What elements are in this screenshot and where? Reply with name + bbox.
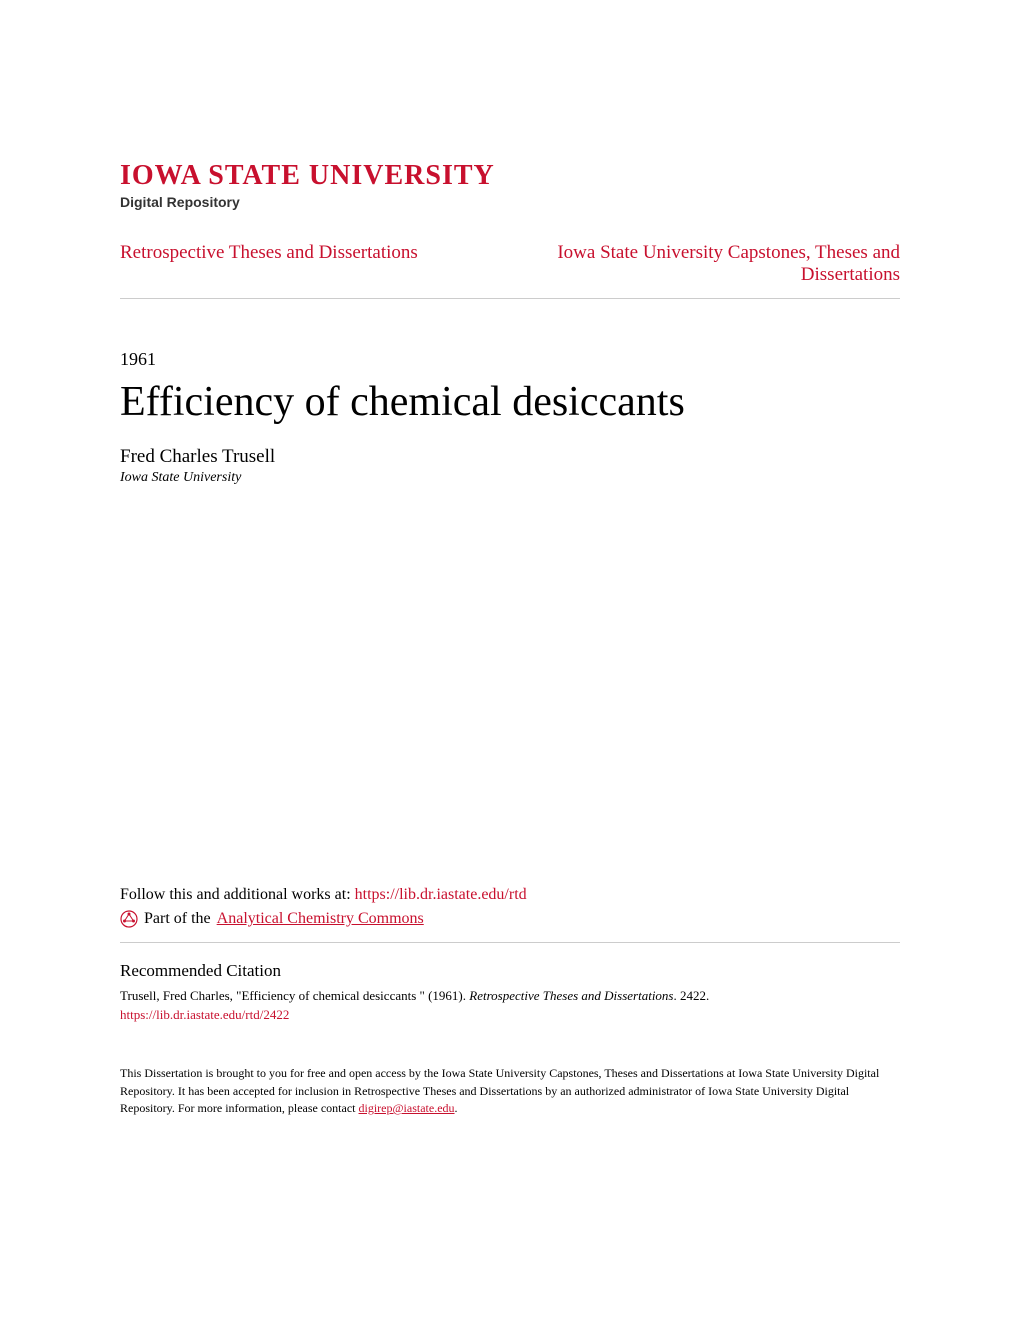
document-title: Efficiency of chemical desiccants	[120, 378, 900, 426]
citation-text: Trusell, Fred Charles, "Efficiency of ch…	[120, 987, 900, 1005]
nav-link-retrospective[interactable]: Retrospective Theses and Dissertations	[120, 242, 418, 264]
logo-section: Iowa State University Digital Repository	[120, 160, 900, 210]
follow-url-link[interactable]: https://lib.dr.iastate.edu/rtd	[355, 886, 527, 903]
network-icon	[120, 910, 138, 928]
author-name: Fred Charles Trusell	[120, 446, 900, 468]
footer-email-link[interactable]: digirep@iastate.edu	[359, 1101, 455, 1115]
footer-part2: .	[455, 1101, 458, 1115]
university-name: Iowa State University	[120, 160, 900, 192]
citation-part2: . 2422.	[674, 988, 710, 1003]
footer-part1: This Dissertation is brought to you for …	[120, 1066, 879, 1115]
publication-year: 1961	[120, 349, 900, 370]
middle-section: Follow this and additional works at: htt…	[120, 886, 900, 1117]
divider-line	[120, 942, 900, 943]
commons-link[interactable]: Analytical Chemistry Commons	[217, 910, 424, 928]
nav-link-capstones[interactable]: Iowa State University Capstones, Theses …	[540, 242, 900, 286]
footer-text: This Dissertation is brought to you for …	[120, 1065, 900, 1117]
citation-part1: Trusell, Fred Charles, "Efficiency of ch…	[120, 988, 469, 1003]
follow-prefix: Follow this and additional works at:	[120, 886, 355, 903]
page-container: Iowa State University Digital Repository…	[0, 0, 1020, 1177]
nav-bar: Retrospective Theses and Dissertations I…	[120, 242, 900, 299]
recommended-citation-heading: Recommended Citation	[120, 961, 900, 981]
repository-subtitle: Digital Repository	[120, 194, 900, 210]
part-of-prefix: Part of the	[144, 910, 211, 928]
citation-series: Retrospective Theses and Dissertations	[469, 988, 673, 1003]
author-affiliation: Iowa State University	[120, 470, 900, 486]
citation-url[interactable]: https://lib.dr.iastate.edu/rtd/2422	[120, 1007, 900, 1023]
commons-line: Part of the Analytical Chemistry Commons	[120, 910, 900, 928]
follow-line: Follow this and additional works at: htt…	[120, 886, 900, 904]
